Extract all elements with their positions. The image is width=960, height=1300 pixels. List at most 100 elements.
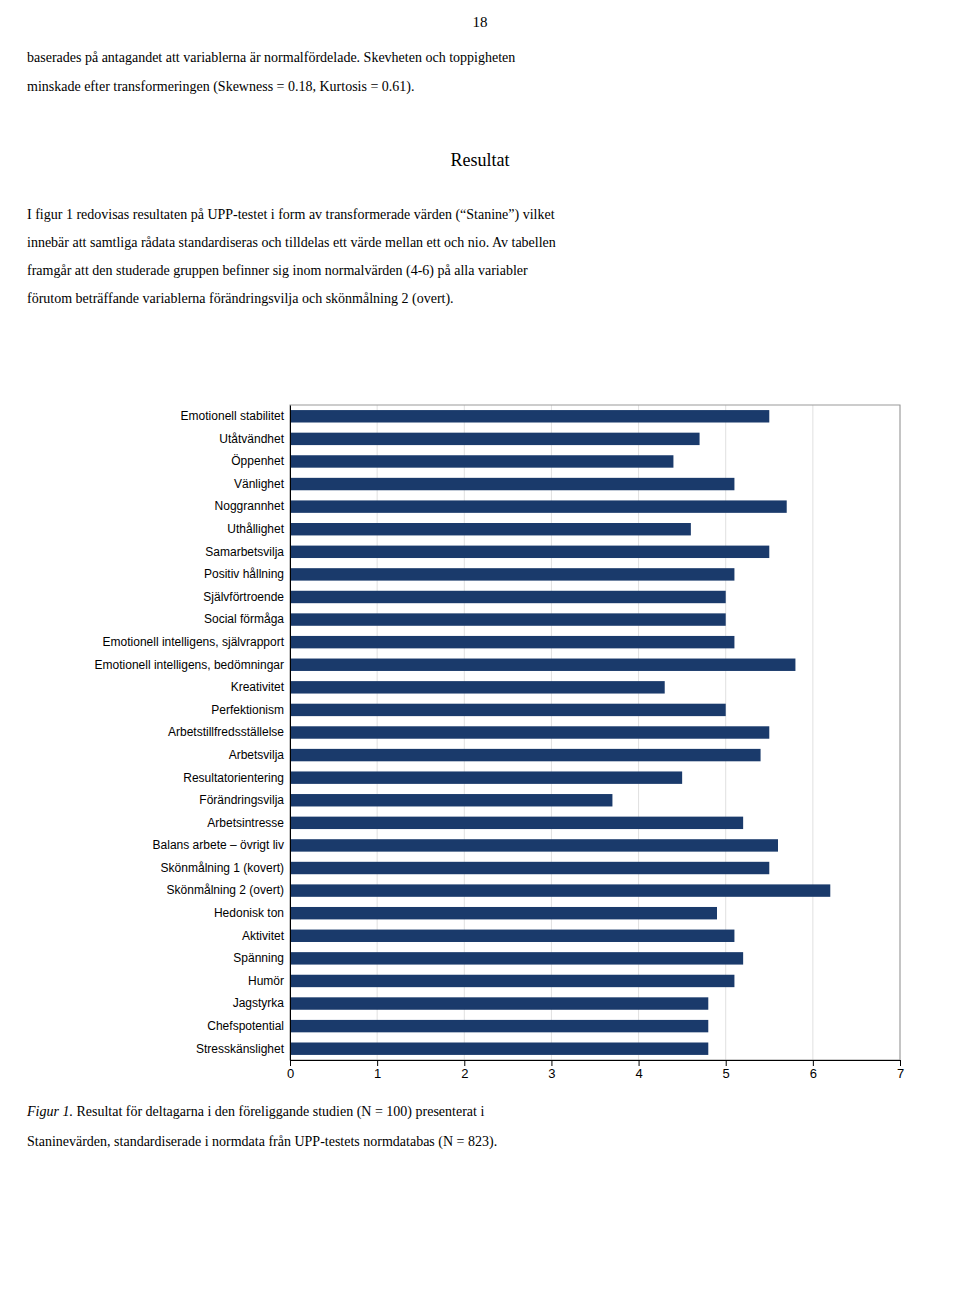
top-text: baserades på antagandet att variablerna … bbox=[27, 50, 515, 65]
x-tick-label: 1 bbox=[374, 1066, 381, 1081]
y-tick-label: Självförtroende bbox=[203, 590, 284, 604]
x-tick-mark bbox=[464, 1060, 465, 1066]
y-tick: Utåtvändhet bbox=[219, 432, 290, 446]
x-tick-mark bbox=[290, 1060, 291, 1066]
caption: Figur 1. Resultat för deltagarna i den f… bbox=[26, 1104, 484, 1120]
y-tick: Arbetstillfredsställelse bbox=[168, 725, 290, 739]
y-tick: Kreativitet bbox=[231, 680, 290, 694]
bar bbox=[290, 659, 795, 671]
x-tick-label: 0 bbox=[287, 1066, 294, 1081]
bar bbox=[290, 839, 778, 851]
x-tick-label: 6 bbox=[810, 1066, 817, 1081]
plot-frame bbox=[290, 405, 900, 1060]
bar bbox=[290, 907, 717, 919]
y-tick: Emotionell intelligens, bedömningar bbox=[95, 658, 290, 672]
y-tick-label: Jagstyrka bbox=[233, 996, 285, 1010]
y-tick: Arbetsvilja bbox=[229, 748, 290, 762]
y-tick-label: Öppenhet bbox=[231, 454, 284, 468]
y-tick: Chefspotential bbox=[207, 1019, 290, 1033]
y-tick-label: Stresskänslighet bbox=[196, 1042, 285, 1056]
y-tick-label: Resultatorientering bbox=[183, 771, 284, 785]
y-tick: Aktivitet bbox=[242, 929, 290, 943]
bar bbox=[290, 613, 726, 625]
y-tick-label: Arbetsvilja bbox=[229, 748, 285, 762]
axis-domain bbox=[290, 406, 291, 1061]
y-tick: Skönmålning 1 (kovert) bbox=[161, 861, 290, 875]
y-tick: Perfektionism bbox=[211, 703, 290, 717]
x-tick-label: 3 bbox=[548, 1066, 555, 1081]
y-tick: Förändringsvilja bbox=[199, 793, 290, 807]
x-tick-mark bbox=[726, 1060, 727, 1066]
y-tick-label: Social förmåga bbox=[204, 612, 284, 626]
caption-text: Staninevärden, standardiserade i normdat… bbox=[27, 1134, 497, 1150]
x-tick: 0 bbox=[287, 1060, 294, 1081]
bar bbox=[290, 410, 769, 422]
body-text: framgår att den studerade gruppen befinn… bbox=[27, 263, 528, 279]
bar bbox=[290, 862, 769, 874]
bar bbox=[290, 433, 700, 445]
y-tick: Skönmålning 2 (overt) bbox=[167, 883, 290, 897]
bar bbox=[290, 681, 665, 693]
y-tick-label: Arbetstillfredsställelse bbox=[168, 725, 284, 739]
bar bbox=[290, 930, 734, 942]
y-tick-label: Utåtvändhet bbox=[219, 432, 284, 446]
y-tick: Uthållighet bbox=[227, 522, 290, 536]
y-tick: Resultatorientering bbox=[183, 771, 290, 785]
y-axis: Emotionell stabilitet Utåtvändhet Öppenhet… bbox=[95, 406, 291, 1061]
y-tick: Positiv hållning bbox=[204, 567, 290, 581]
y-tick: Stresskänslighet bbox=[196, 1042, 290, 1056]
x-tick-mark bbox=[639, 1060, 640, 1066]
caption-text: Resultat för deltagarna i den föreliggan… bbox=[73, 1104, 485, 1120]
x-tick: 5 bbox=[723, 1060, 730, 1081]
y-tick-label: Humör bbox=[248, 974, 284, 988]
x-tick-mark bbox=[551, 1060, 552, 1066]
y-tick: Öppenhet bbox=[231, 454, 290, 468]
bar bbox=[290, 523, 691, 535]
y-tick: Hedonisk ton bbox=[214, 906, 290, 920]
y-tick-label: Balans arbete – övrigt liv bbox=[153, 838, 284, 852]
bar bbox=[290, 975, 734, 987]
axis-domain bbox=[291, 1061, 901, 1067]
chart: 0 1 2 3 4 5 6 7 Emotionell stabilitet Utåtvändhet… bbox=[95, 405, 905, 1081]
y-tick-label: Emotionell stabilitet bbox=[181, 409, 285, 423]
bar bbox=[290, 794, 612, 806]
x-tick-label: 4 bbox=[635, 1066, 642, 1081]
bar bbox=[290, 591, 726, 603]
y-tick-label: Emotionell intelligens, självrapport bbox=[103, 635, 285, 649]
y-tick: Arbetsintresse bbox=[207, 816, 290, 830]
bar bbox=[290, 952, 743, 964]
bar bbox=[290, 478, 734, 490]
y-tick-label: Spänning bbox=[233, 951, 284, 965]
y-tick: Balans arbete – övrigt liv bbox=[153, 838, 290, 852]
bar bbox=[290, 771, 682, 783]
y-tick-label: Förändringsvilja bbox=[199, 793, 284, 807]
x-tick-label: 7 bbox=[897, 1066, 904, 1081]
y-tick: Jagstyrka bbox=[233, 996, 290, 1010]
y-tick-label: Uthållighet bbox=[227, 522, 284, 536]
bar bbox=[290, 704, 726, 716]
bar bbox=[290, 1042, 708, 1054]
y-tick: Humör bbox=[248, 974, 290, 988]
bar bbox=[290, 726, 769, 738]
y-tick-label: Noggrannhet bbox=[215, 499, 285, 513]
y-tick: Självförtroende bbox=[203, 590, 290, 604]
y-tick-label: Samarbetsvilja bbox=[205, 545, 284, 559]
y-tick-label: Skönmålning 2 (overt) bbox=[167, 883, 284, 897]
y-tick-label: Emotionell intelligens, bedömningar bbox=[95, 658, 284, 672]
body-text: innebär att samtliga rådata standardiser… bbox=[27, 235, 556, 250]
y-tick: Spänning bbox=[233, 951, 290, 965]
bar bbox=[290, 455, 673, 467]
grid bbox=[290, 405, 900, 1060]
x-tick-label: 2 bbox=[461, 1066, 468, 1081]
x-tick: 3 bbox=[548, 1060, 555, 1081]
bar bbox=[290, 884, 830, 896]
top-text: minskade efter transformeringen (Skewnes… bbox=[27, 79, 415, 95]
y-tick: Emotionell intelligens, självrapport bbox=[103, 635, 290, 649]
y-tick-label: Kreativitet bbox=[231, 680, 285, 694]
grid-line bbox=[812, 405, 813, 1060]
y-tick: Samarbetsvilja bbox=[205, 545, 290, 559]
y-tick-label: Perfektionism bbox=[211, 703, 284, 717]
bars bbox=[290, 410, 830, 1055]
bar bbox=[290, 546, 769, 558]
y-tick: Emotionell stabilitet bbox=[181, 409, 290, 423]
